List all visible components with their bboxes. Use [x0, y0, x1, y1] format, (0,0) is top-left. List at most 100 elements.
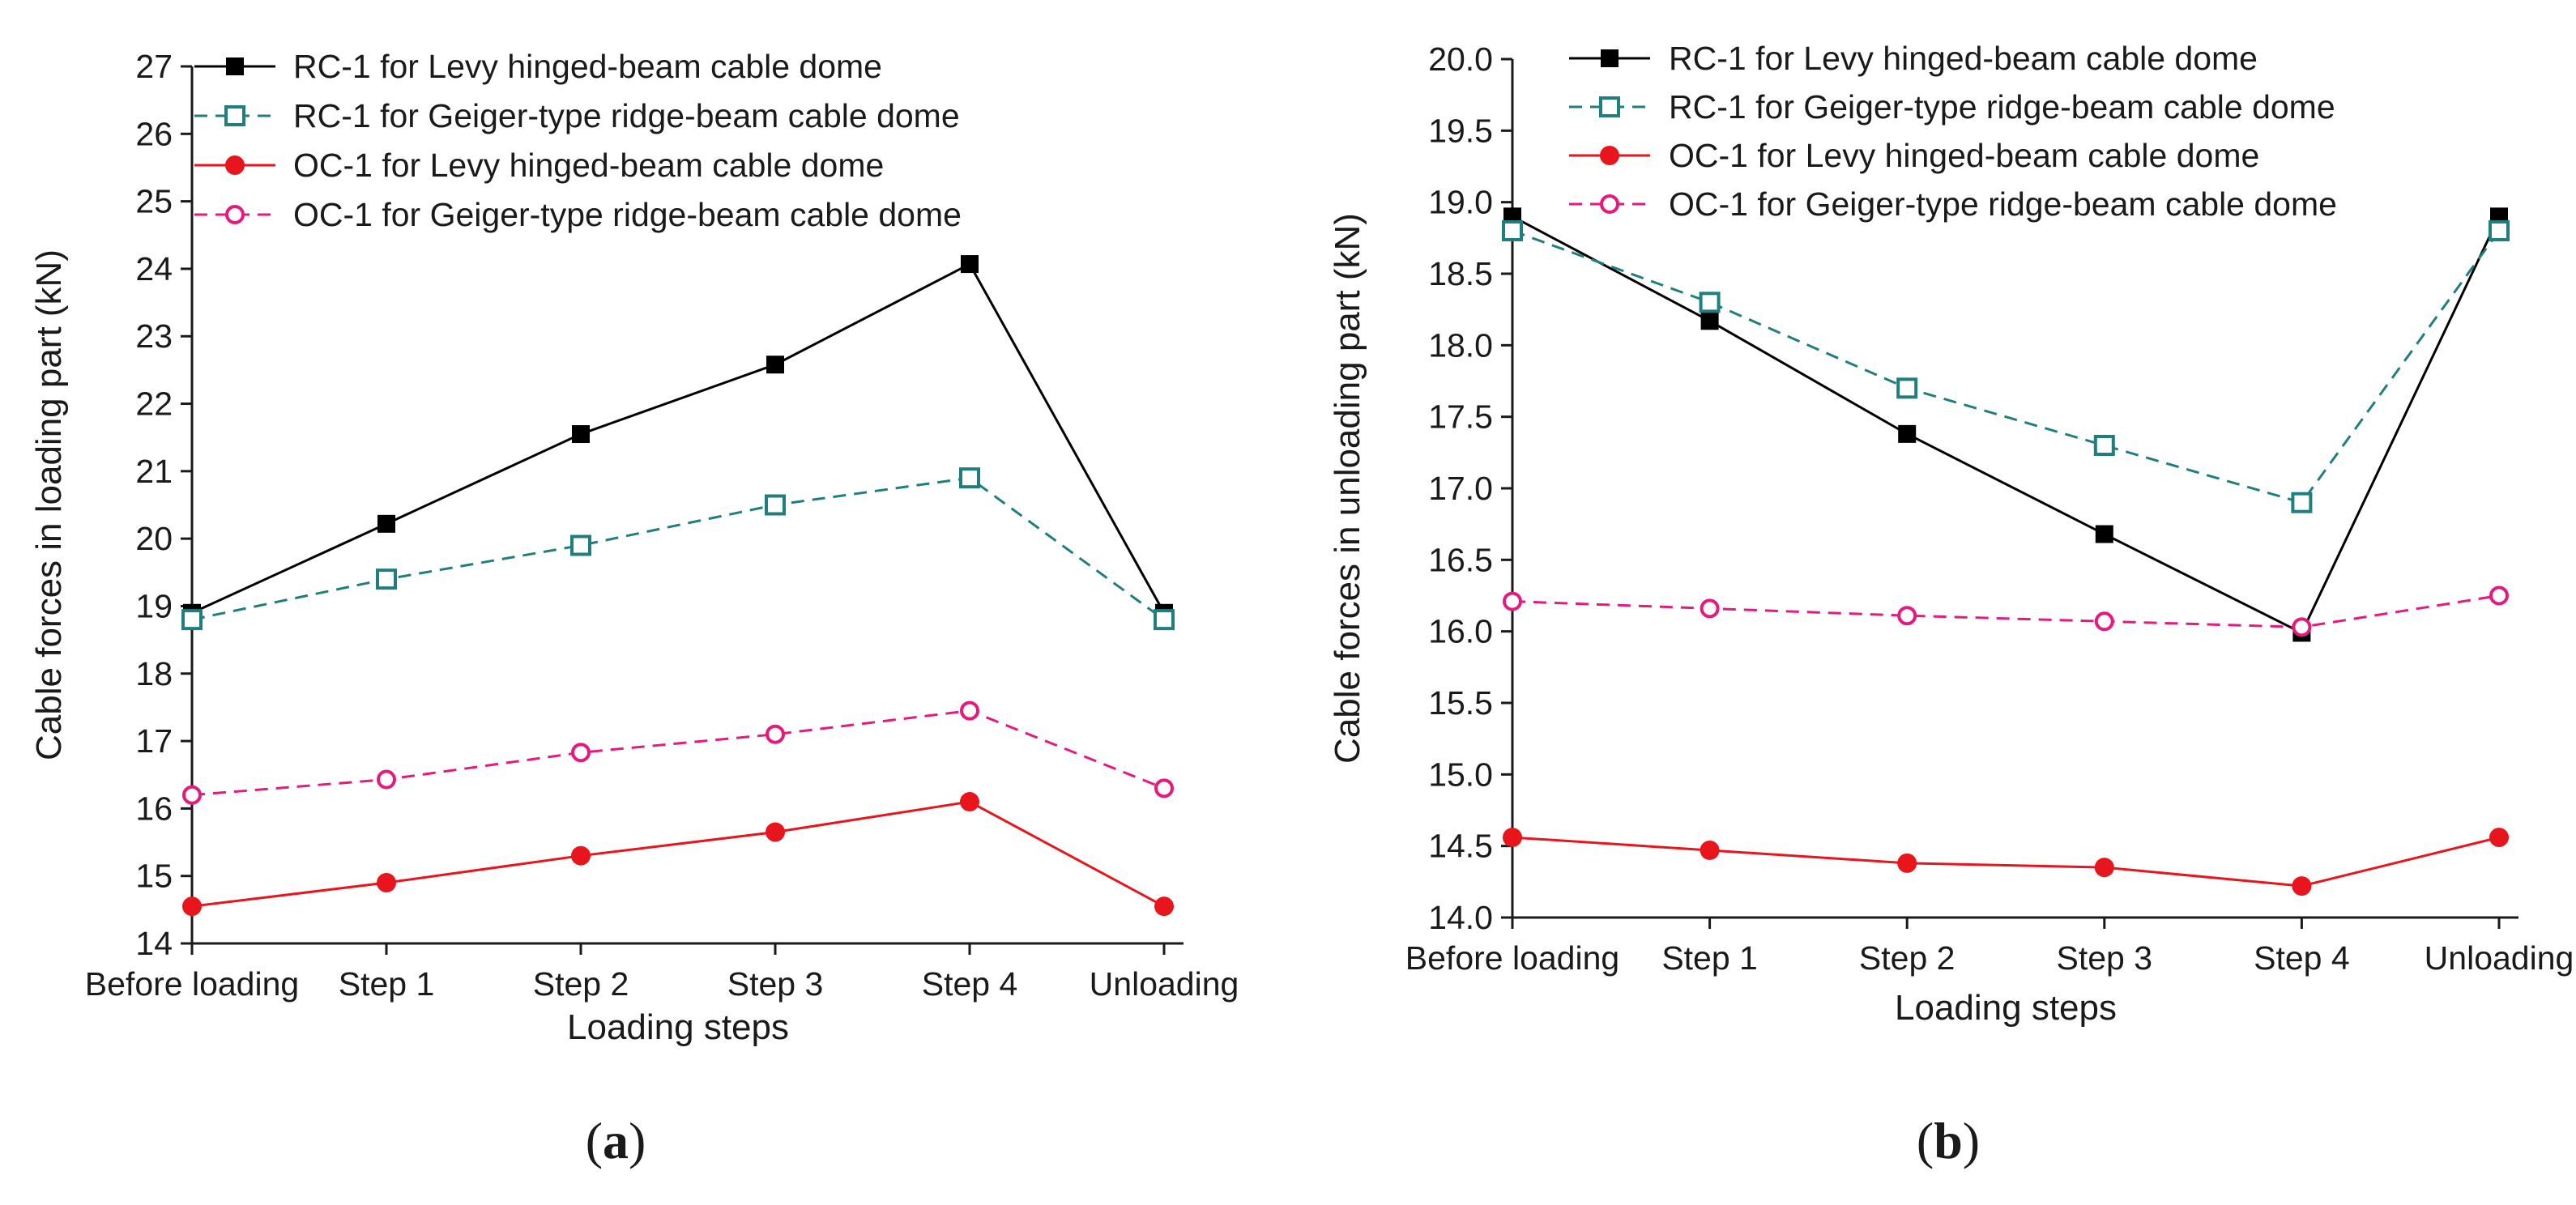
- x-tick-label: Step 2: [1859, 939, 1955, 977]
- x-tick-label: Before loading: [85, 965, 299, 1003]
- data-point: [1700, 312, 1719, 330]
- data-point: [571, 743, 591, 763]
- data-point: [766, 822, 785, 842]
- x-tick-label: Unloading: [1090, 965, 1239, 1003]
- series-line: [1512, 215, 2501, 635]
- data-point: [959, 467, 980, 489]
- data-point: [377, 873, 396, 893]
- data-point: [961, 255, 979, 274]
- legend-item: OC-1 for Geiger-type ridge-beam cable do…: [194, 196, 962, 233]
- y-tick-label: 19.0: [1428, 184, 1493, 221]
- y-tick-label: 19.5: [1428, 112, 1493, 149]
- data-point: [181, 609, 203, 631]
- y-tick-label: 17.0: [1428, 470, 1493, 507]
- legend: RC-1 for Levy hinged-beam cable dome RC-1…: [194, 48, 962, 233]
- data-point: [1154, 896, 1174, 917]
- data-point: [1503, 828, 1522, 848]
- series-line: [191, 800, 1165, 908]
- y-tick-label: 27: [135, 48, 173, 85]
- y-tick-label: 23: [135, 317, 173, 355]
- series-3: [1503, 585, 2509, 637]
- series-line: [1512, 229, 2501, 505]
- data-point: [2489, 585, 2509, 606]
- legend-label: OC-1 for Levy hinged-beam cable dome: [293, 147, 884, 184]
- series-1: [1502, 220, 2510, 513]
- data-point: [1897, 853, 1917, 873]
- data-point: [182, 785, 202, 805]
- data-point: [1154, 778, 1174, 798]
- series-line: [1512, 594, 2500, 628]
- series-1: [181, 467, 1175, 631]
- series-2: [182, 792, 1174, 917]
- data-point: [2094, 611, 2114, 632]
- legend-marker-sample: [225, 205, 245, 224]
- y-tick-label: 14.0: [1428, 899, 1493, 936]
- data-point: [1896, 377, 1918, 399]
- legend-item: RC-1 for Levy hinged-beam cable dome: [1569, 40, 2258, 77]
- y-tick-label: 15.0: [1428, 756, 1493, 793]
- legend-marker-sample: [1600, 194, 1619, 214]
- y-tick-label: 17.5: [1428, 398, 1493, 436]
- x-tick-label: Before loading: [1405, 939, 1619, 977]
- x-tick-label: Unloading: [2425, 939, 2574, 977]
- x-axis-title: Loading steps: [1895, 988, 2117, 1028]
- y-tick-label: 16.0: [1428, 613, 1493, 650]
- x-tick-label: Step 4: [922, 965, 1018, 1003]
- y-tick-label: 24: [135, 250, 173, 287]
- y-tick-label: 20.0: [1428, 40, 1493, 78]
- data-point: [1699, 292, 1721, 313]
- series-line: [1512, 836, 2500, 888]
- data-point: [182, 896, 202, 917]
- series-0: [183, 255, 1173, 622]
- y-tick-label: 22: [135, 385, 173, 423]
- data-point: [1503, 591, 1522, 611]
- legend-item: OC-1 for Geiger-type ridge-beam cable do…: [1569, 185, 2337, 223]
- data-point: [1897, 606, 1917, 626]
- legend-item: RC-1 for Geiger-type ridge-beam cable do…: [194, 97, 960, 134]
- legend-label: RC-1 for Geiger-type ridge-beam cable do…: [1669, 88, 2335, 126]
- data-point: [1700, 598, 1720, 619]
- legend-label: RC-1 for Levy hinged-beam cable dome: [1669, 40, 2258, 77]
- y-axis-title: Cable forces in unloading part (kN): [1328, 213, 1367, 764]
- legend-item: OC-1 for Levy hinged-beam cable dome: [194, 147, 884, 184]
- x-tick-label: Step 4: [2254, 939, 2350, 977]
- series-3: [182, 700, 1174, 805]
- data-point: [766, 356, 784, 374]
- data-point: [2094, 858, 2114, 878]
- data-point: [1502, 220, 1523, 241]
- y-tick-label: 16.5: [1428, 541, 1493, 578]
- series-line: [191, 709, 1165, 797]
- y-axis-title: Cable forces in loading part (kN): [29, 249, 69, 760]
- data-point: [1700, 840, 1720, 860]
- data-point: [1898, 424, 1917, 443]
- data-point: [765, 494, 786, 516]
- x-axis-title: Loading steps: [567, 1007, 789, 1047]
- series-line: [191, 262, 1166, 615]
- data-point: [570, 534, 591, 556]
- legend-marker-sample: [1600, 146, 1619, 165]
- data-point: [2292, 617, 2312, 637]
- legend-label: OC-1 for Geiger-type ridge-beam cable do…: [293, 196, 962, 233]
- x-tick-label: Step 2: [533, 965, 629, 1003]
- x-tick-label: Step 3: [2057, 939, 2153, 977]
- y-tick-label: 18: [135, 655, 173, 692]
- y-tick-label: 20: [135, 520, 173, 557]
- y-tick-label: 21: [135, 453, 173, 490]
- legend-label: RC-1 for Levy hinged-beam cable dome: [293, 48, 882, 85]
- data-point: [2489, 828, 2509, 848]
- panel-label-b: (b): [1917, 1112, 1980, 1169]
- y-tick-label: 19: [135, 587, 173, 624]
- data-point: [960, 792, 979, 812]
- data-point: [2095, 525, 2113, 543]
- y-tick-label: 17: [135, 722, 173, 760]
- data-point: [2291, 492, 2313, 513]
- series-line: [191, 476, 1165, 621]
- y-tick-label: 18.5: [1428, 255, 1493, 292]
- legend-label: OC-1 for Levy hinged-beam cable dome: [1669, 137, 2259, 174]
- legend-item: RC-1 for Geiger-type ridge-beam cable do…: [1569, 88, 2335, 126]
- legend-marker-sample: [224, 105, 245, 126]
- chart-panel-a: 14 15 16 17 18 19 20 21 22 23 24 25 26 27 Before loadi…: [29, 48, 1239, 1047]
- data-point: [377, 769, 396, 790]
- y-tick-label: 14.5: [1428, 828, 1493, 865]
